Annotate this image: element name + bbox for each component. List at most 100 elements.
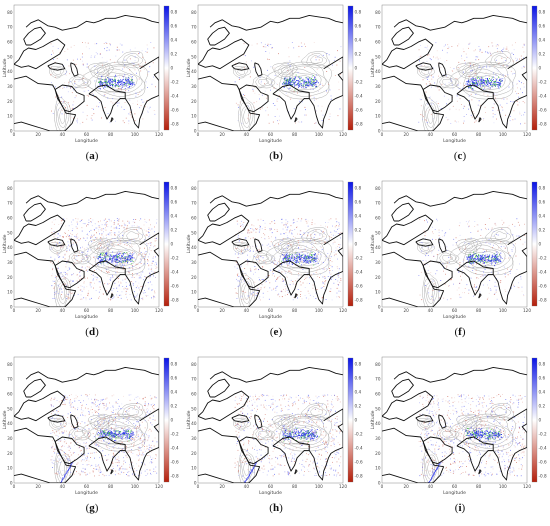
data-point	[300, 220, 302, 222]
data-point	[311, 85, 313, 86]
data-point	[60, 220, 62, 222]
data-point	[483, 79, 485, 81]
data-point	[113, 79, 115, 81]
data-point	[482, 275, 484, 277]
data-point	[468, 256, 470, 258]
data-point	[265, 51, 267, 52]
data-point	[85, 254, 87, 256]
map-plot: 0 20 40 60 80 100 12001020304050607080Longitud…	[186, 180, 364, 320]
data-point	[441, 230, 443, 232]
data-point	[123, 109, 125, 110]
data-point	[498, 81, 499, 83]
data-point	[106, 43, 108, 44]
data-point	[133, 284, 134, 286]
data-point	[432, 246, 434, 248]
data-point	[147, 243, 149, 245]
data-point	[152, 62, 154, 64]
data-point	[155, 268, 157, 269]
topo-contour	[485, 51, 514, 69]
data-point	[97, 264, 99, 266]
data-point	[113, 257, 115, 259]
data-point	[268, 275, 270, 276]
y-tick-label: 40	[7, 245, 13, 250]
data-point	[486, 242, 488, 243]
data-point	[293, 297, 295, 298]
coastline	[382, 251, 445, 307]
topo-contour	[71, 252, 88, 264]
data-point	[484, 106, 486, 108]
data-point	[115, 79, 116, 81]
data-point	[91, 297, 92, 299]
data-point	[121, 225, 123, 227]
data-point	[479, 48, 481, 50]
data-point	[248, 282, 249, 284]
data-point	[338, 272, 339, 273]
colorbar-tick-label: 0.6	[355, 23, 362, 28]
data-point	[286, 261, 288, 263]
data-point	[115, 227, 117, 229]
data-point	[291, 232, 293, 234]
x-tick-label: 120	[523, 308, 531, 313]
data-point	[283, 262, 285, 264]
colorbar	[347, 5, 354, 131]
data-point	[486, 250, 487, 252]
data-point	[339, 290, 341, 292]
data-point	[100, 246, 102, 248]
data-point	[497, 70, 499, 72]
data-point	[152, 257, 154, 259]
data-point	[156, 263, 157, 265]
data-point	[89, 283, 91, 285]
colorbar-tick-label: 0.4	[355, 37, 362, 42]
data-point	[475, 82, 477, 84]
data-point	[101, 82, 103, 84]
data-point	[113, 296, 115, 298]
data-point	[149, 106, 151, 108]
data-point	[315, 122, 317, 123]
data-point	[104, 85, 105, 87]
data-point	[301, 87, 303, 89]
data-point	[134, 60, 136, 62]
data-point	[312, 88, 314, 90]
data-point	[482, 257, 484, 259]
data-point	[495, 289, 497, 291]
data-point	[115, 264, 117, 266]
data-point	[112, 297, 114, 299]
data-point	[114, 282, 116, 284]
data-point	[134, 257, 135, 259]
data-point	[477, 258, 478, 260]
coastline	[308, 56, 343, 129]
data-point	[306, 260, 308, 262]
data-point	[486, 262, 488, 264]
data-point	[272, 289, 274, 290]
data-point	[321, 240, 323, 242]
data-point	[84, 223, 86, 225]
data-point	[300, 78, 302, 80]
data-point	[55, 86, 56, 88]
data-point	[137, 94, 139, 95]
data-point	[108, 298, 109, 300]
data-point	[70, 293, 72, 294]
data-point	[301, 80, 303, 81]
data-point	[292, 257, 294, 259]
data-point	[311, 243, 312, 245]
data-point	[67, 234, 69, 236]
data-point	[313, 260, 315, 262]
data-point	[93, 270, 95, 271]
data-point	[305, 77, 307, 79]
colorbar-tick-label: -0.6	[355, 283, 364, 288]
data-point	[124, 260, 126, 262]
data-point	[287, 227, 289, 229]
data-point	[245, 237, 247, 239]
data-point	[99, 286, 101, 288]
data-point	[123, 78, 125, 80]
data-point	[132, 253, 134, 255]
data-point	[315, 263, 317, 265]
data-point	[476, 82, 478, 84]
data-point	[287, 245, 289, 246]
data-point	[95, 237, 96, 239]
data-point	[310, 274, 312, 276]
data-point	[103, 251, 105, 253]
data-point	[446, 249, 448, 251]
data-point	[292, 222, 294, 224]
data-point	[285, 284, 286, 285]
